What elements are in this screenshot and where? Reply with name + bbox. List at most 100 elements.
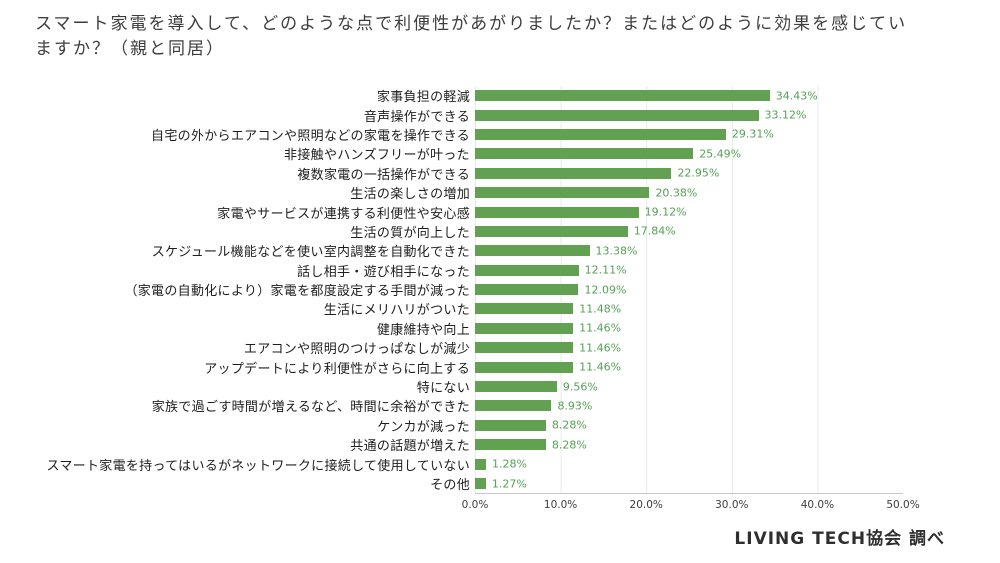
chart-row: 健康維持や向上 11.46% [35, 318, 980, 339]
bar: 20.38% [475, 186, 697, 199]
value-label: 25.49% [699, 147, 742, 161]
category-label: 健康維持や向上 [376, 322, 470, 338]
bar-track: 9.56% [475, 376, 903, 397]
bar-track: 8.28% [475, 435, 903, 455]
bar: 17.84% [475, 225, 676, 238]
chart-row: 非接触やハンズフリーが叶った 25.49% [35, 144, 980, 164]
bar-chart: 家事負担の軽減 34.43% 音声操作ができる 33.12% 自宅の外からエアコンや照明… [35, 86, 980, 516]
bar: 11.46% [475, 322, 621, 335]
chart-row: スケジュール機能などを使い室内調整を自動化できた 13.38% [35, 241, 980, 261]
chart-row: 特にない 9.56% [35, 376, 980, 397]
bar: 8.28% [475, 419, 587, 432]
bar-track: 1.27% [475, 473, 903, 494]
bar-track: 8.93% [475, 396, 903, 416]
bar-track: 19.12% [475, 202, 903, 222]
source-attribution: LIVING TECH協会 調べ [734, 529, 945, 549]
bar: 8.93% [475, 399, 592, 412]
bar-track: 8.28% [475, 415, 903, 436]
chart-row: （家電の自動化により）家電を都度設定する手間が減った 12.09% [35, 279, 980, 300]
bar: 12.11% [475, 264, 627, 277]
bar-track: 11.46% [475, 338, 903, 358]
value-label: 34.43% [775, 89, 818, 103]
bar-track: 11.46% [475, 357, 903, 377]
bar-track: 13.38% [475, 241, 903, 261]
chart-row: 家電やサービスが連携する利便性や安心感 19.12% [35, 202, 980, 222]
bar-track: 12.11% [475, 260, 903, 280]
value-label: 33.12% [764, 108, 807, 122]
value-label: 17.84% [633, 224, 676, 238]
value-label: 8.93% [557, 399, 593, 413]
value-label: 11.46% [579, 360, 622, 374]
bar-track: 34.43% [475, 86, 903, 106]
value-label: 11.48% [579, 302, 622, 316]
value-label: 12.11% [584, 263, 627, 277]
chart-row: ケンカが減った 8.28% [35, 415, 980, 436]
bar-track: 17.84% [475, 221, 903, 242]
chart-row: 家族で過ごす時間が増えるなど、時間に余裕ができた 8.93% [35, 396, 980, 416]
category-label: 共通の話題が増えた [350, 439, 470, 455]
chart-row: 自宅の外からエアコンや照明などの家電を操作できる 29.31% [35, 124, 980, 145]
value-label: 22.95% [677, 166, 720, 180]
chart-row: エアコンや照明のつけっぱなしが減少 11.46% [35, 338, 980, 358]
bar: 11.46% [475, 361, 621, 374]
bar: 25.49% [475, 147, 741, 160]
category-label: アップデートにより利便性がさらに向上する [204, 361, 470, 377]
bar: 29.31% [475, 128, 774, 141]
bar-track: 22.95% [475, 163, 903, 183]
bar: 22.95% [475, 167, 719, 180]
category-label: 特にない [416, 381, 470, 397]
bar-track: 33.12% [475, 105, 903, 125]
chart-row: 生活にメリハリがついた 11.48% [35, 299, 980, 319]
chart-row: 生活の質が向上した 17.84% [35, 221, 980, 242]
bar-track: 25.49% [475, 144, 903, 164]
chart-row: 生活の楽しさの増加 20.38% [35, 182, 980, 203]
category-label: 家族で過ごす時間が増えるなど、時間に余裕ができた [151, 400, 470, 416]
category-label: 家電やサービスが連携する利便性や安心感 [217, 206, 470, 222]
category-label: 自宅の外からエアコンや照明などの家電を操作できる [151, 128, 470, 144]
value-label: 9.56% [562, 380, 598, 394]
category-label: 生活の質が向上した [350, 225, 470, 241]
chart-row: スマート家電を持ってはいるがネットワークに接続して使用していない 1.28% [35, 454, 980, 474]
x-tick-label: 30.0% [715, 499, 749, 512]
category-label: エアコンや照明のつけっぱなしが減少 [243, 342, 470, 358]
category-label: その他 [430, 478, 470, 493]
chart-rows: 家事負担の軽減 34.43% 音声操作ができる 33.12% 自宅の外からエアコンや照明… [35, 86, 980, 494]
bar: 13.38% [475, 244, 637, 257]
value-label: 11.46% [579, 321, 622, 335]
value-label: 1.27% [491, 477, 527, 490]
bar-track: 11.48% [475, 299, 903, 319]
chart-row: 家事負担の軽減 34.43% [35, 86, 980, 106]
value-label: 19.12% [644, 205, 687, 219]
chart-row: アップデートにより利便性がさらに向上する 11.46% [35, 357, 980, 377]
value-label: 29.31% [731, 127, 774, 141]
value-label: 8.28% [551, 438, 587, 452]
category-label: 話し相手・遊び相手になった [297, 264, 470, 280]
bar: 34.43% [475, 89, 818, 102]
category-label: （家電の自動化により）家電を都度設定する手間が減った [124, 284, 470, 300]
bar-track: 11.46% [475, 318, 903, 339]
bar: 1.28% [475, 458, 527, 471]
category-label: 音声操作ができる [363, 109, 470, 125]
value-label: 12.09% [584, 283, 627, 297]
value-label: 13.38% [595, 244, 638, 258]
value-label: 8.28% [551, 418, 587, 432]
bar: 12.09% [475, 283, 626, 296]
bar-track: 20.38% [475, 182, 903, 203]
category-label: スケジュール機能などを使い室内調整を自動化できた [151, 245, 470, 261]
bar: 19.12% [475, 206, 687, 219]
bar: 11.46% [475, 341, 621, 354]
category-label: 生活の楽しさの増加 [350, 187, 470, 203]
category-label: 家事負担の軽減 [376, 90, 470, 106]
x-tick-label: 10.0% [543, 499, 578, 512]
bar: 8.28% [475, 438, 587, 451]
x-tick-label: 20.0% [629, 499, 663, 512]
bar: 33.12% [475, 109, 806, 122]
x-tick-label: 40.0% [800, 499, 835, 512]
category-label: 生活にメリハリがついた [323, 303, 470, 319]
x-tick-label: 0.0% [461, 499, 489, 512]
bar: 9.56% [475, 380, 598, 393]
category-label: 非接触やハンズフリーが叶った [284, 148, 470, 164]
bar: 1.27% [475, 477, 527, 490]
x-tick-label: 50.0% [886, 499, 920, 512]
chart-row: 話し相手・遊び相手になった 12.11% [35, 260, 980, 280]
